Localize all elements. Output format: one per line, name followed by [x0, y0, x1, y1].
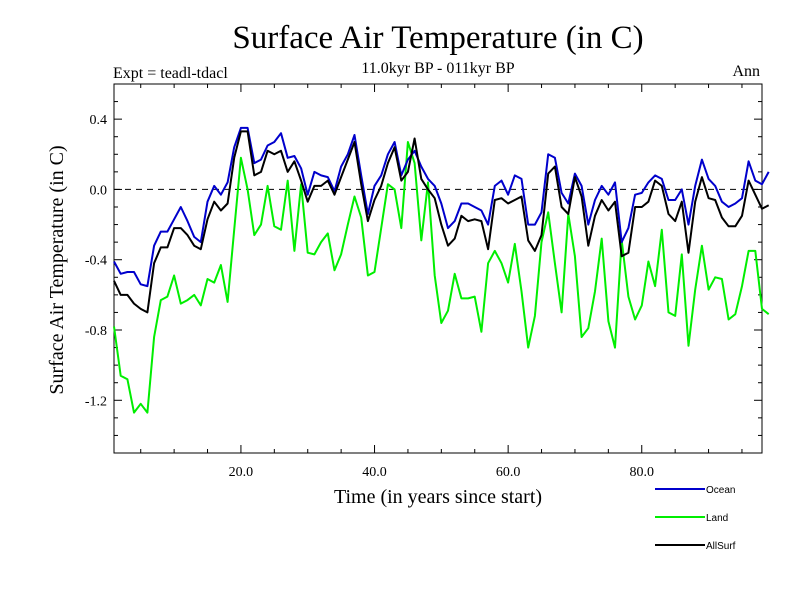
y-tick-label: -0.4: [85, 254, 107, 269]
legend-label-allsurf: AllSurf: [706, 541, 736, 552]
chart-subtitle: 11.0kyr BP - 011kyr BP: [361, 60, 514, 77]
y-tick-label: -0.8: [85, 324, 107, 339]
x-axis-label: Time (in years since start): [334, 486, 542, 508]
experiment-label: Expt = teadl-tdacl: [113, 65, 228, 82]
legend-label-land: Land: [706, 513, 728, 524]
y-tick-label: -1.2: [85, 394, 107, 409]
series-line-land: [113, 141, 770, 414]
series-line-allsurf: [113, 130, 770, 314]
x-tick-label: 60.0: [496, 465, 521, 480]
legend: Ocean Land AllSurf: [655, 485, 736, 552]
season-label: Ann: [732, 63, 760, 80]
chart-title: Surface Air Temperature (in C): [232, 20, 643, 56]
legend-label-ocean: Ocean: [706, 485, 735, 496]
y-tick-label: 0.4: [90, 113, 108, 128]
series-line-ocean: [113, 126, 770, 288]
y-axis-label: Surface Air Temperature (in C): [46, 145, 68, 394]
x-tick-label: 80.0: [630, 465, 655, 480]
plot-frame: [113, 83, 763, 454]
plot-area: 0.4 0.0 -0.4 -0.8 -1.2 20.0 40.0 60.0 80.0: [85, 83, 770, 480]
x-tick-label: 20.0: [229, 465, 254, 480]
y-tick-label: 0.0: [90, 183, 108, 198]
x-tick-label: 40.0: [362, 465, 387, 480]
